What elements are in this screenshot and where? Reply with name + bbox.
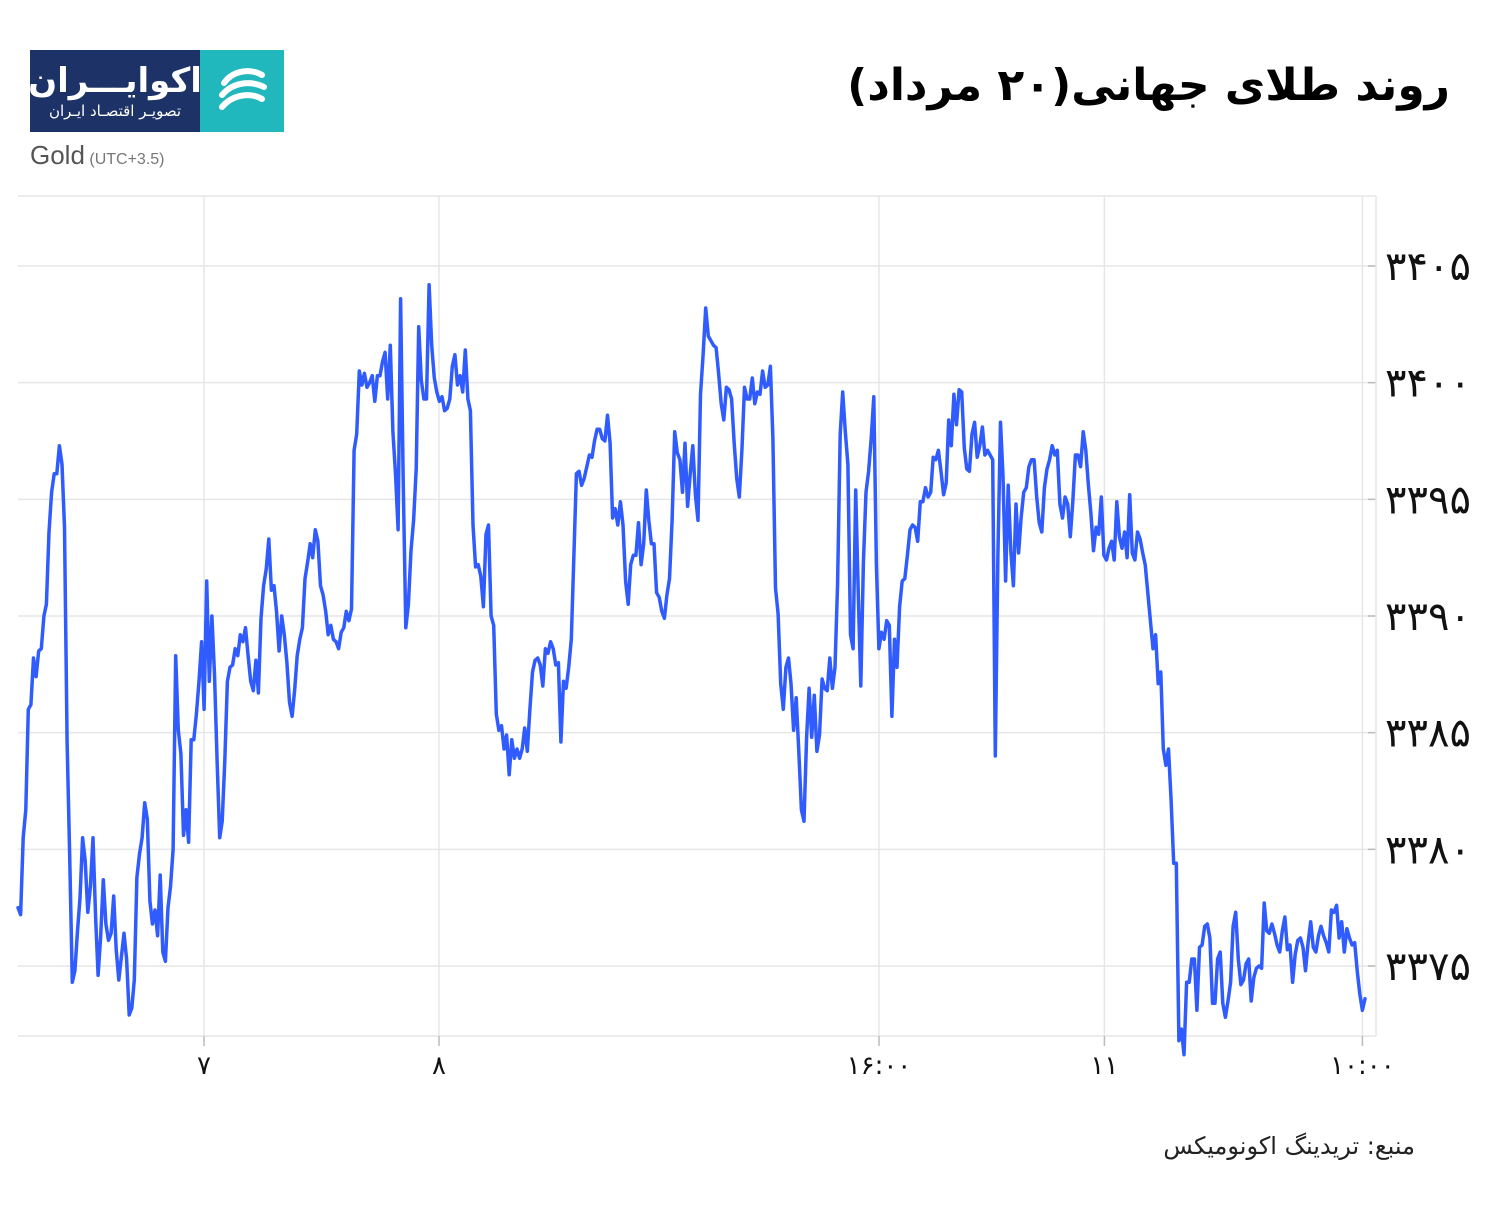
y-tick-label: ۳۳۸۰ <box>1385 827 1471 873</box>
y-tick-label: ۳۳۹۰ <box>1385 594 1471 640</box>
logo-mark-icon <box>200 50 284 132</box>
y-tick-label: ۳۳۷۵ <box>1385 944 1471 990</box>
chart-title: روند طلای جهانی(۲۰ مرداد) <box>847 60 1450 111</box>
logo-text-block: اکوایـــران تصویـر اقتصـاد ایـران <box>28 50 202 132</box>
x-tick-label: ۷ <box>197 1051 211 1081</box>
y-tick-label: ۳۳۸۵ <box>1385 711 1471 757</box>
axis-layer <box>203 196 1377 1046</box>
y-tick-labels: ۳۳۷۵ ۳۳۸۰ ۳۳۸۵ ۳۳۹۰ ۳۳۹۵ ۳۴۰۰ ۳۴۰۵ <box>1385 244 1471 990</box>
grid-layer <box>18 195 1376 1037</box>
y-tick-label: ۳۴۰۰ <box>1385 361 1471 407</box>
x-tick-labels: ۷ ۸ ۱۶:۰۰ ۱۱ ۱۰:۰۰ <box>197 1051 1395 1081</box>
source-note: منبع: تریدینگ اکونومیکس <box>1163 1132 1415 1160</box>
x-tick-label: ۱۶:۰۰ <box>847 1051 912 1081</box>
logo-tagline: تصویـر اقتصـاد ایـران <box>48 102 182 120</box>
gold-price-line <box>16 282 1367 1057</box>
x-tick-label: ۱۱ <box>1090 1051 1118 1081</box>
symbol-label: Gold (UTC+3.5) <box>30 140 165 171</box>
logo: اکوایـــران تصویـر اقتصـاد ایـران <box>28 50 284 132</box>
logo-name: اکوایـــران <box>28 61 202 101</box>
x-tick-label: ۱۰:۰۰ <box>1330 1051 1395 1081</box>
series-layer <box>16 282 1367 1057</box>
y-tick-label: ۳۴۰۵ <box>1385 244 1471 290</box>
y-tick-label: ۳۳۹۵ <box>1385 477 1471 523</box>
x-tick-label: ۸ <box>432 1051 446 1081</box>
symbol-timezone: (UTC+3.5) <box>89 151 165 168</box>
symbol-name: Gold <box>30 140 85 170</box>
